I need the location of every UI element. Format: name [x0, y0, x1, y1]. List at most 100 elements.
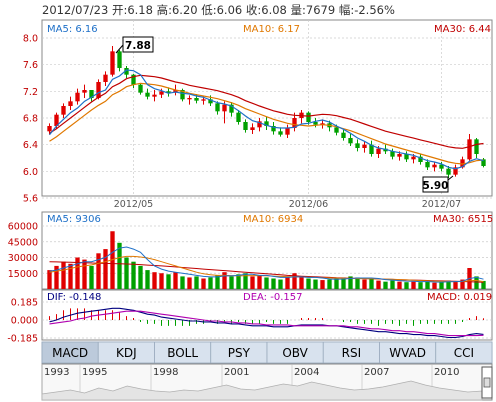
candle-body: [215, 103, 220, 112]
volume-bar: [222, 272, 227, 289]
indicator-tab-wvad[interactable]: WVAD: [379, 341, 437, 364]
max-marker-box: [122, 36, 154, 53]
history-year-label: 2001: [224, 367, 249, 378]
candle-body: [103, 74, 108, 82]
candle-body: [271, 126, 276, 132]
volume-bar: [257, 275, 262, 289]
candle-body: [341, 132, 346, 138]
candle-body: [243, 122, 248, 130]
volume-ma10-label: MA10: 6934: [243, 214, 303, 225]
candle-body: [418, 156, 423, 162]
candle-body: [306, 112, 311, 122]
candle-body: [222, 104, 227, 112]
candle-body: [138, 84, 143, 93]
indicator-tab-label: RSI: [342, 346, 362, 360]
candle-body: [166, 91, 171, 93]
volume-bar: [103, 249, 108, 289]
volume-ytick-label: 60000: [8, 222, 38, 233]
candle-body: [96, 82, 101, 98]
volume-bar: [432, 282, 437, 289]
indicator-tab-kdj[interactable]: KDJ: [97, 341, 155, 364]
candle-body: [474, 139, 479, 154]
candle-body: [320, 123, 325, 125]
volume-ytick-label: 30000: [8, 253, 38, 264]
price-ytick-label: 5.6: [23, 194, 38, 205]
candle-body: [467, 139, 472, 160]
candle-body: [131, 74, 136, 85]
history-year-label: 2004: [294, 367, 319, 378]
volume-bar: [278, 279, 283, 289]
volume-bar: [117, 242, 122, 289]
volume-bar: [250, 276, 255, 289]
volume-bar: [229, 276, 234, 289]
candle-body: [355, 143, 360, 148]
volume-bar: [299, 276, 304, 289]
history-overview-area: [41, 380, 483, 401]
macd-ytick-label: 0.185: [11, 298, 38, 309]
candle-body: [229, 104, 234, 113]
min-marker-box: [422, 176, 449, 193]
indicator-tab-label: OBV: [282, 346, 308, 360]
macd-dea-line: [49, 310, 484, 337]
volume-bar: [292, 273, 297, 289]
volume-bar: [376, 280, 381, 289]
indicator-tab-label: MACD: [52, 346, 88, 360]
indicator-tab-psy[interactable]: PSY: [210, 341, 268, 364]
volume-bar: [313, 279, 318, 289]
volume-bar: [334, 278, 339, 289]
volume-bar: [131, 261, 136, 289]
open-value: 6.18: [127, 3, 153, 17]
candle-body: [180, 90, 185, 100]
volume-bar: [243, 273, 248, 289]
indicator-tab-boll[interactable]: BOLL: [154, 341, 212, 364]
volume-bar: [236, 274, 241, 289]
volume-bar: [355, 277, 360, 289]
candle-body: [47, 126, 52, 132]
candle-body: [376, 148, 381, 154]
volume-bar: [320, 280, 325, 289]
volume-ma5-label: MA5: 9306: [47, 214, 101, 225]
candle-body: [348, 138, 353, 144]
history-year-label: 1998: [153, 367, 178, 378]
volume-bar: [411, 281, 416, 289]
indicator-tab-rsi[interactable]: RSI: [322, 341, 380, 364]
volume-bar: [68, 263, 73, 289]
indicator-tab-background: [435, 341, 493, 364]
volume-bar: [47, 270, 52, 289]
candle-body: [369, 144, 374, 154]
min-marker-text: 5.90: [423, 180, 449, 192]
indicator-tab-cci[interactable]: CCI: [435, 341, 493, 364]
price-ma10-label: MA10: 6.17: [243, 24, 300, 35]
indicator-tab-label: WVAD: [389, 346, 426, 360]
candle-body: [425, 162, 430, 168]
candle-body: [124, 68, 129, 75]
max-marker-leader: [115, 44, 124, 54]
candle-body: [257, 121, 262, 128]
candle-body: [334, 127, 339, 133]
candle-body: [173, 90, 178, 93]
volume-bar: [159, 273, 164, 289]
history-range-handle[interactable]: [483, 377, 491, 388]
indicator-tab-macd[interactable]: MACD: [41, 341, 99, 364]
volume-bar: [418, 282, 423, 289]
indicator-tab-obv[interactable]: OBV: [266, 341, 324, 364]
macd-ytick-label: 0.000: [11, 316, 38, 327]
volume-ytick-label: 45000: [8, 237, 38, 248]
volume-bar: [390, 280, 395, 289]
candle-body: [285, 128, 290, 135]
volume-bar: [306, 278, 311, 289]
volume-bar: [446, 280, 451, 289]
volume-ma30-label: MA30: 6515: [433, 214, 493, 225]
volume-bar: [61, 261, 66, 289]
price-ma30-label: MA30: 6.44: [434, 24, 491, 35]
volume-bar: [75, 257, 80, 289]
candle-body: [432, 164, 437, 168]
volume-bar: [397, 281, 402, 289]
high-label: 高:: [156, 3, 172, 17]
candle-body: [201, 99, 206, 101]
candle-body: [481, 159, 486, 166]
price-ma5-label: MA5: 6.16: [47, 24, 98, 35]
indicator-tab-label: KDJ: [116, 346, 137, 360]
